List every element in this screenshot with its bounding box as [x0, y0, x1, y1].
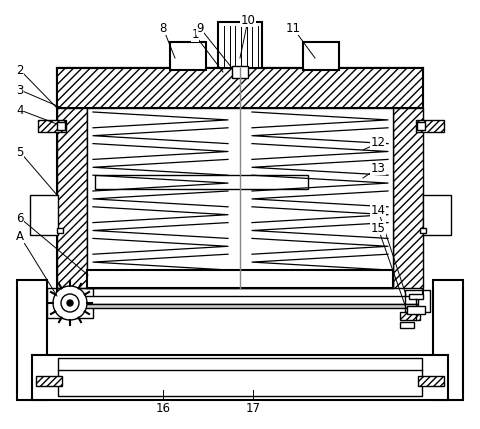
Bar	[58, 296, 418, 304]
Bar	[57, 108, 87, 288]
Bar	[417, 122, 425, 130]
Bar	[407, 306, 425, 314]
Bar	[170, 42, 206, 70]
Text: 14: 14	[371, 203, 385, 217]
Bar	[232, 66, 248, 78]
Bar	[87, 270, 393, 288]
Text: 5: 5	[16, 145, 24, 158]
Text: 4: 4	[16, 103, 24, 117]
Text: 3: 3	[16, 84, 24, 97]
Bar	[433, 280, 463, 400]
Bar	[95, 175, 308, 189]
Bar	[400, 312, 420, 320]
Bar	[58, 304, 418, 308]
Bar	[405, 290, 430, 312]
Text: 1: 1	[191, 28, 199, 42]
Bar	[47, 288, 93, 318]
Bar	[303, 42, 339, 70]
Bar	[409, 294, 423, 299]
Circle shape	[67, 300, 73, 306]
Text: 11: 11	[286, 21, 300, 34]
Bar	[32, 355, 448, 400]
Circle shape	[61, 294, 79, 312]
Circle shape	[53, 286, 87, 320]
Text: 2: 2	[16, 63, 24, 76]
Bar	[36, 376, 62, 386]
Text: 15: 15	[371, 221, 385, 235]
Text: 13: 13	[371, 161, 385, 175]
Bar	[58, 358, 422, 396]
Bar	[400, 322, 414, 328]
Bar	[393, 108, 423, 288]
Bar	[57, 228, 63, 233]
Bar	[57, 68, 423, 298]
Bar	[30, 195, 58, 235]
Text: 9: 9	[196, 21, 204, 34]
Bar	[57, 122, 65, 130]
Text: 16: 16	[156, 402, 170, 414]
Bar	[420, 228, 426, 233]
Bar	[38, 120, 66, 132]
Bar	[416, 120, 444, 132]
Bar	[57, 68, 423, 108]
Bar	[17, 280, 47, 400]
Text: A: A	[16, 230, 24, 242]
Bar	[87, 108, 393, 288]
Text: 8: 8	[159, 21, 167, 34]
Bar	[423, 195, 451, 235]
Text: 17: 17	[245, 402, 261, 414]
Bar	[418, 376, 444, 386]
Text: 6: 6	[16, 211, 24, 224]
Text: 10: 10	[240, 13, 255, 27]
Bar	[218, 22, 262, 68]
Text: 12: 12	[371, 136, 385, 149]
